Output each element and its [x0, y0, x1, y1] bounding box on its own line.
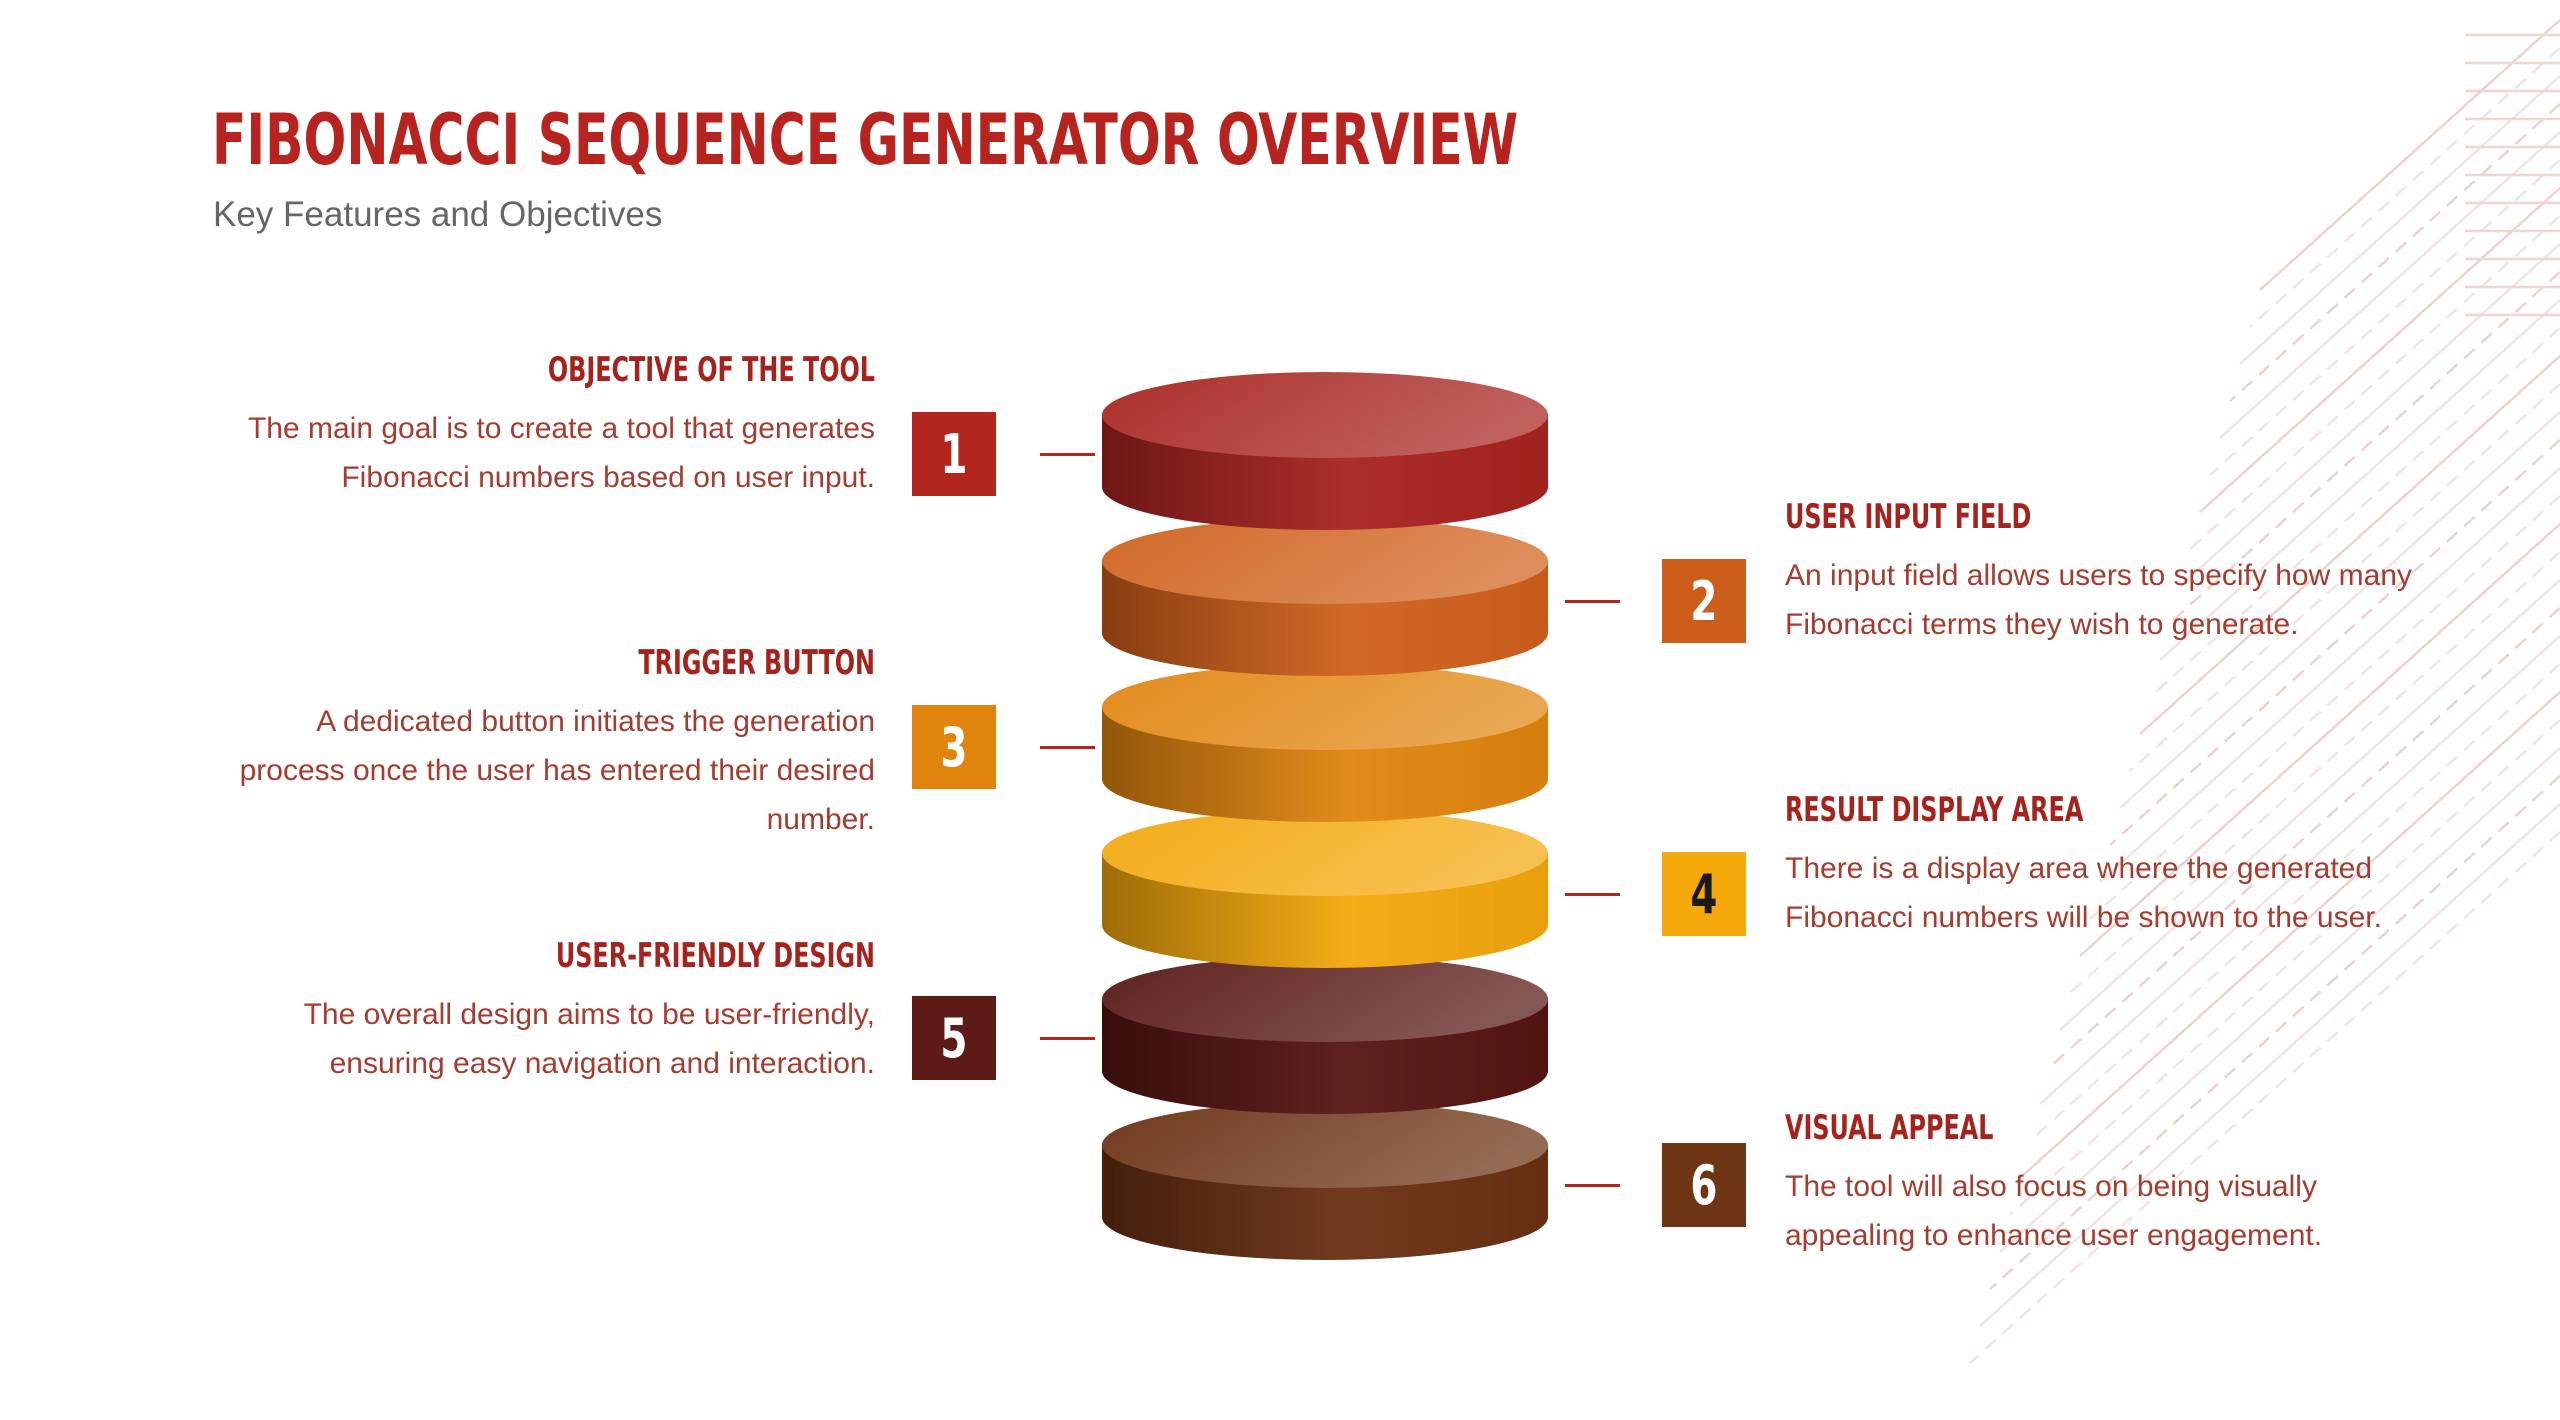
item-4-text: There is a display area where the genera…: [1785, 852, 2382, 934]
item-3-badge: 3: [912, 705, 996, 789]
item-1-connector: [1040, 453, 1095, 456]
item-6-heading: VISUAL APPEAL: [1785, 1108, 1994, 1148]
cylinder-stack: [1102, 372, 1548, 1260]
item-1-badge: 1: [912, 412, 996, 496]
item-6-connector: [1565, 1184, 1620, 1187]
item-4: RESULT DISPLAY AREA There is a display a…: [1785, 790, 2425, 942]
item-1-text: The main goal is to create a tool that g…: [247, 412, 875, 494]
item-3: TRIGGER BUTTON A dedicated button initia…: [235, 643, 875, 844]
page-subtitle: Key Features and Objectives: [213, 195, 663, 234]
item-2-connector: [1565, 600, 1620, 603]
item-6-number: 6: [1690, 1153, 1718, 1217]
item-5-text: The overall design aims to be user-frien…: [303, 998, 875, 1080]
item-1: OBJECTIVE OF THE TOOL The main goal is t…: [235, 350, 875, 502]
cylinder-layer-6: [1102, 1102, 1548, 1260]
item-5-number: 5: [940, 1006, 968, 1070]
cylinder-layer-5: [1102, 956, 1548, 1114]
item-6-badge: 6: [1662, 1143, 1746, 1227]
item-5: USER-FRIENDLY DESIGN The overall design …: [235, 936, 875, 1088]
cylinder-layer-4-top: [1102, 810, 1548, 896]
cylinder-layer-1: [1102, 372, 1548, 530]
item-3-connector: [1040, 746, 1095, 749]
cylinder-layer-3-top: [1102, 664, 1548, 750]
cylinder-layer-1-top: [1102, 372, 1548, 458]
item-2-text: An input field allows users to specify h…: [1785, 559, 2412, 641]
item-5-badge: 5: [912, 996, 996, 1080]
item-4-number: 4: [1690, 862, 1718, 926]
cylinder-layer-4: [1102, 810, 1548, 968]
cylinder-layer-6-top: [1102, 1102, 1548, 1188]
item-1-heading: OBJECTIVE OF THE TOOL: [547, 350, 875, 390]
item-4-heading: RESULT DISPLAY AREA: [1785, 790, 2084, 830]
cylinder-layer-5-top: [1102, 956, 1548, 1042]
item-6-text: The tool will also focus on being visual…: [1785, 1170, 2323, 1252]
item-3-heading: TRIGGER BUTTON: [638, 643, 875, 683]
page-title: FIBONACCI SEQUENCE GENERATOR OVERVIEW: [212, 99, 1519, 181]
item-6: VISUAL APPEAL The tool will also focus o…: [1785, 1108, 2425, 1260]
item-2: USER INPUT FIELD An input field allows u…: [1785, 497, 2425, 649]
item-4-badge: 4: [1662, 852, 1746, 936]
item-3-number: 3: [940, 715, 968, 779]
item-4-connector: [1565, 893, 1620, 896]
cylinder-layer-3: [1102, 664, 1548, 822]
item-2-number: 2: [1690, 569, 1718, 633]
item-3-text: A dedicated button initiates the generat…: [239, 705, 875, 836]
item-1-number: 1: [940, 422, 968, 486]
item-5-heading: USER-FRIENDLY DESIGN: [555, 936, 875, 976]
cylinder-layer-2-top: [1102, 518, 1548, 604]
cylinder-layer-2: [1102, 518, 1548, 676]
item-2-heading: USER INPUT FIELD: [1785, 497, 2032, 537]
item-5-connector: [1040, 1037, 1095, 1040]
item-2-badge: 2: [1662, 559, 1746, 643]
